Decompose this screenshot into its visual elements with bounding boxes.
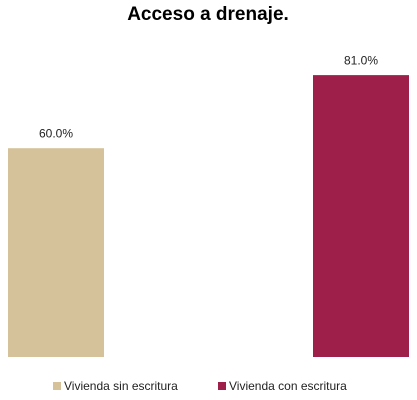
data-label: 81.0% [344, 53, 378, 67]
legend-swatch [53, 382, 61, 390]
legend-label: Vivienda sin escritura [64, 379, 178, 393]
legend-swatch [218, 382, 226, 390]
chart-title: Acceso a drenaje. [127, 4, 289, 25]
legend-label: Vivienda con escritura [229, 379, 347, 393]
data-label: 60.0% [39, 126, 73, 140]
bar [8, 148, 104, 357]
bar [313, 75, 409, 358]
